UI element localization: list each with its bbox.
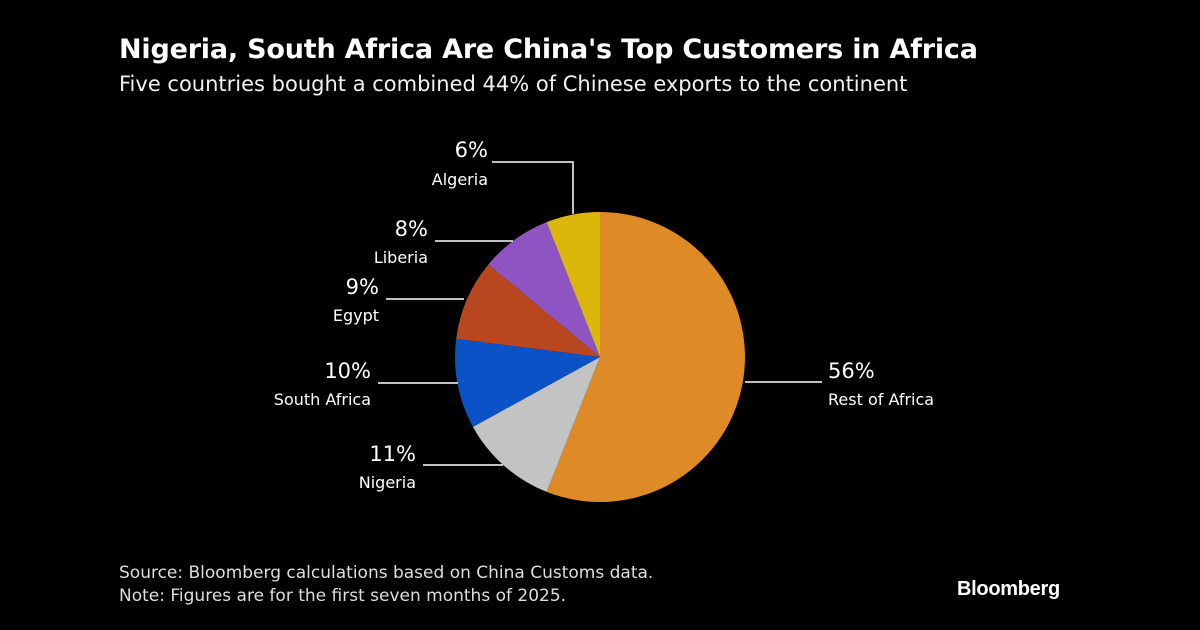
slice-label-algeria: Algeria	[432, 170, 488, 189]
pie-slice-liberia	[488, 222, 600, 357]
slice-label-nigeria: Nigeria	[359, 473, 416, 492]
pie-slice-egypt	[456, 264, 600, 357]
pie-slice-south-africa	[454, 338, 600, 427]
leader-line-algeria	[492, 161, 574, 214]
chart-title: Nigeria, South Africa Are China's Top Cu…	[119, 34, 978, 65]
figures-note: Note: Figures are for the first seven mo…	[119, 586, 567, 606]
slice-value-algeria: 6%	[455, 138, 488, 162]
slice-value-liberia: 8%	[395, 217, 428, 241]
chart-subtitle: Five countries bought a combined 44% of …	[119, 72, 908, 96]
slice-label-egypt: Egypt	[333, 306, 379, 325]
slice-value-nigeria: 11%	[369, 442, 416, 466]
slice-label-south-africa: South Africa	[274, 390, 371, 409]
label-leader-lines	[378, 161, 822, 466]
chart-footer: Source: Bloomberg calculations based on …	[119, 562, 653, 608]
slice-value-south-africa: 10%	[324, 359, 371, 383]
slice-label-rest-of-africa: Rest of Africa	[828, 390, 934, 409]
pie-slice-rest-of-africa	[546, 212, 745, 502]
slice-value-egypt: 9%	[346, 275, 379, 299]
slice-labels: 56% Rest of Africa 11% Nigeria 10% South Afri…	[274, 138, 934, 492]
slice-label-liberia: Liberia	[374, 248, 428, 267]
slice-value-rest-of-africa: 56%	[828, 359, 875, 383]
pie-slice-nigeria	[472, 357, 600, 492]
pie-slice-algeria	[546, 212, 600, 357]
pie-slices	[454, 212, 745, 502]
bloomberg-logo: Bloomberg	[957, 578, 1060, 600]
source-note: Source: Bloomberg calculations based on …	[119, 563, 654, 583]
